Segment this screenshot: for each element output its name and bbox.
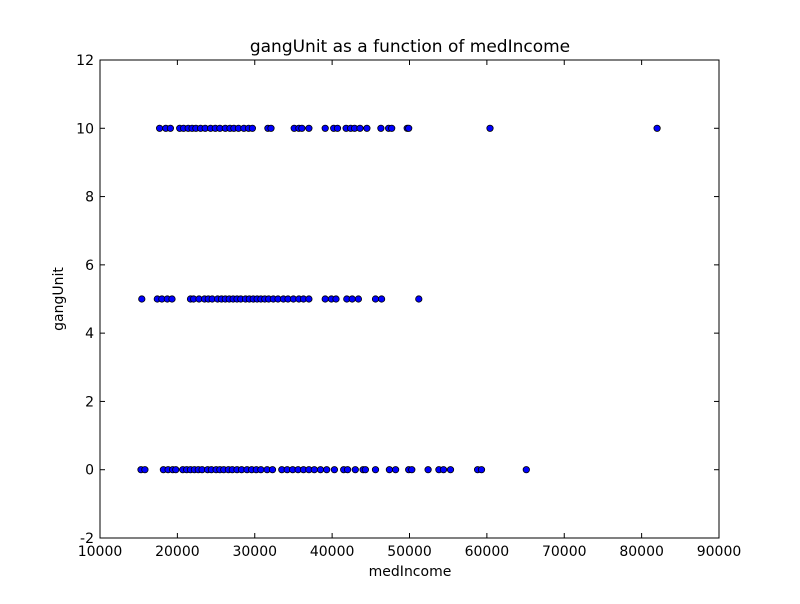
y-tick-label: 10: [76, 121, 94, 137]
data-point: [405, 124, 413, 132]
data-point: [257, 466, 265, 474]
y-tick-label: 2: [85, 394, 94, 410]
y-tick-label: 12: [76, 53, 94, 69]
data-point: [371, 466, 380, 474]
y-tick-label: 4: [85, 326, 94, 342]
y-tick-label: 6: [85, 258, 94, 274]
data-point: [156, 124, 164, 132]
data-point: [330, 466, 338, 474]
x-tick-label: 30000: [232, 544, 277, 560]
x-tick-label: 60000: [465, 544, 510, 560]
x-tick-label: 40000: [310, 544, 355, 560]
data-point: [415, 295, 423, 303]
data-point: [138, 295, 146, 303]
data-point: [333, 124, 342, 132]
data-point: [166, 124, 174, 132]
data-point: [522, 466, 530, 474]
data-point: [343, 466, 352, 474]
data-point: [348, 295, 356, 303]
y-axis-label: gangUnit: [51, 267, 67, 331]
data-point: [356, 124, 364, 132]
x-tick-label: 50000: [387, 544, 432, 560]
x-tick-label: 70000: [542, 544, 587, 560]
data-point: [305, 124, 313, 132]
x-axis-label: medIncome: [369, 564, 452, 580]
data-point: [377, 124, 385, 132]
data-point: [388, 124, 396, 132]
data-points: [137, 124, 661, 474]
data-point: [310, 466, 318, 474]
data-point: [141, 466, 149, 474]
x-tick-label: 20000: [155, 544, 200, 560]
data-point: [298, 124, 306, 132]
data-point: [653, 124, 661, 132]
data-point: [323, 466, 331, 474]
data-point: [371, 295, 380, 303]
data-point: [424, 466, 432, 474]
x-tick-label: 10000: [78, 544, 123, 560]
x-tick-label: 90000: [697, 544, 742, 560]
data-point: [486, 124, 494, 132]
chart-title: gangUnit as a function of medIncome: [250, 37, 570, 57]
x-tick-label: 80000: [619, 544, 664, 560]
data-point: [267, 124, 275, 132]
data-point: [446, 466, 455, 474]
data-point: [268, 466, 277, 474]
data-point: [321, 295, 329, 303]
data-point: [332, 295, 340, 303]
axis-ticks: 10000 20000 30000 40000 50000 60000 70000 80000…: [76, 53, 741, 560]
data-point: [354, 295, 362, 303]
data-point: [363, 124, 371, 132]
y-tick-label: -2: [80, 531, 94, 547]
data-point: [361, 466, 369, 474]
data-point: [168, 295, 176, 303]
data-point: [316, 466, 325, 474]
data-point: [377, 295, 386, 303]
y-tick-label: 8: [85, 190, 94, 206]
data-point: [305, 295, 313, 303]
data-point: [351, 466, 359, 474]
data-point: [408, 466, 416, 474]
y-tick-label: 0: [85, 463, 94, 479]
data-point: [477, 466, 486, 474]
data-point: [391, 466, 400, 474]
data-point: [385, 466, 393, 474]
data-point: [439, 466, 448, 474]
data-point: [248, 124, 256, 132]
data-point: [321, 124, 329, 132]
data-point: [172, 466, 180, 474]
